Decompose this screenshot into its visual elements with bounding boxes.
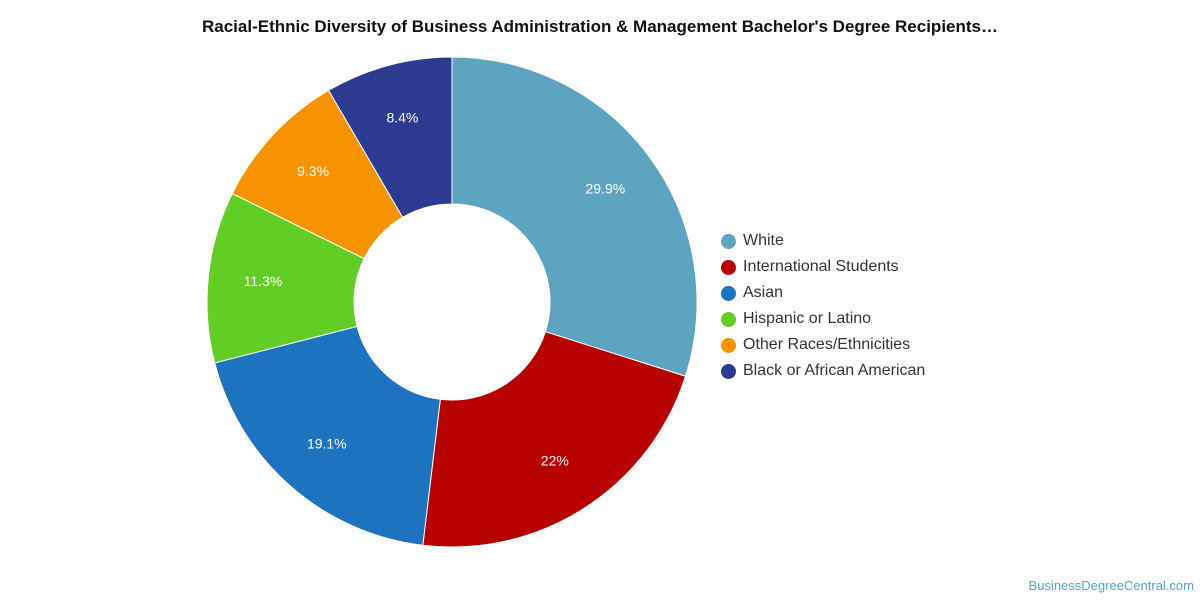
legend-swatch-icon bbox=[721, 233, 736, 249]
slice-international-students[interactable] bbox=[422, 331, 687, 548]
legend-swatch-icon bbox=[721, 259, 736, 275]
legend-swatch-icon bbox=[721, 363, 736, 379]
donut-data-labels: 29.9% 22% 19.1% 11.3% 9.3% 8.4% bbox=[244, 109, 626, 468]
data-label-asian: 19.1% bbox=[307, 436, 347, 452]
legend-item-other-races-ethnicities[interactable]: Other Races/Ethnicities bbox=[721, 332, 925, 358]
data-label-other-races-ethnicities: 9.3% bbox=[297, 163, 329, 179]
data-label-international-students: 22% bbox=[541, 452, 569, 468]
legend-item-black-or-african-american[interactable]: Black or African American bbox=[721, 358, 925, 384]
slice-black-or-african-american[interactable] bbox=[327, 56, 453, 219]
slice-hispanic-or-latino[interactable] bbox=[206, 192, 365, 364]
legend-swatch-icon bbox=[721, 311, 736, 327]
data-label-black-or-african-american: 8.4% bbox=[386, 109, 418, 125]
donut-slices bbox=[206, 56, 698, 548]
legend-label: International Students bbox=[743, 258, 899, 275]
legend-item-international-students[interactable]: International Students bbox=[721, 254, 925, 280]
legend-item-asian[interactable]: Asian bbox=[721, 280, 925, 306]
legend: White International Students Asian Hispanic… bbox=[721, 228, 925, 384]
data-label-white: 29.9% bbox=[586, 181, 626, 197]
legend-label: White bbox=[743, 232, 784, 249]
slice-white[interactable] bbox=[451, 56, 698, 377]
chart-title: Racial-Ethnic Diversity of Business Admi… bbox=[201, 17, 998, 36]
legend-item-hispanic-or-latino[interactable]: Hispanic or Latino bbox=[721, 306, 925, 332]
legend-item-white[interactable]: White bbox=[721, 228, 925, 254]
legend-label: Black or African American bbox=[743, 362, 926, 379]
legend-swatch-icon bbox=[721, 337, 736, 353]
legend-label: Other Races/Ethnicities bbox=[743, 336, 911, 353]
legend-label: Asian bbox=[743, 284, 784, 301]
data-label-hispanic-or-latino: 11.3% bbox=[244, 273, 283, 289]
legend-swatch-icon bbox=[721, 285, 736, 301]
source-credit[interactable]: BusinessDegreeCentral.com bbox=[1028, 578, 1194, 593]
legend-label: Hispanic or Latino bbox=[743, 310, 872, 327]
slice-asian[interactable] bbox=[214, 325, 441, 546]
